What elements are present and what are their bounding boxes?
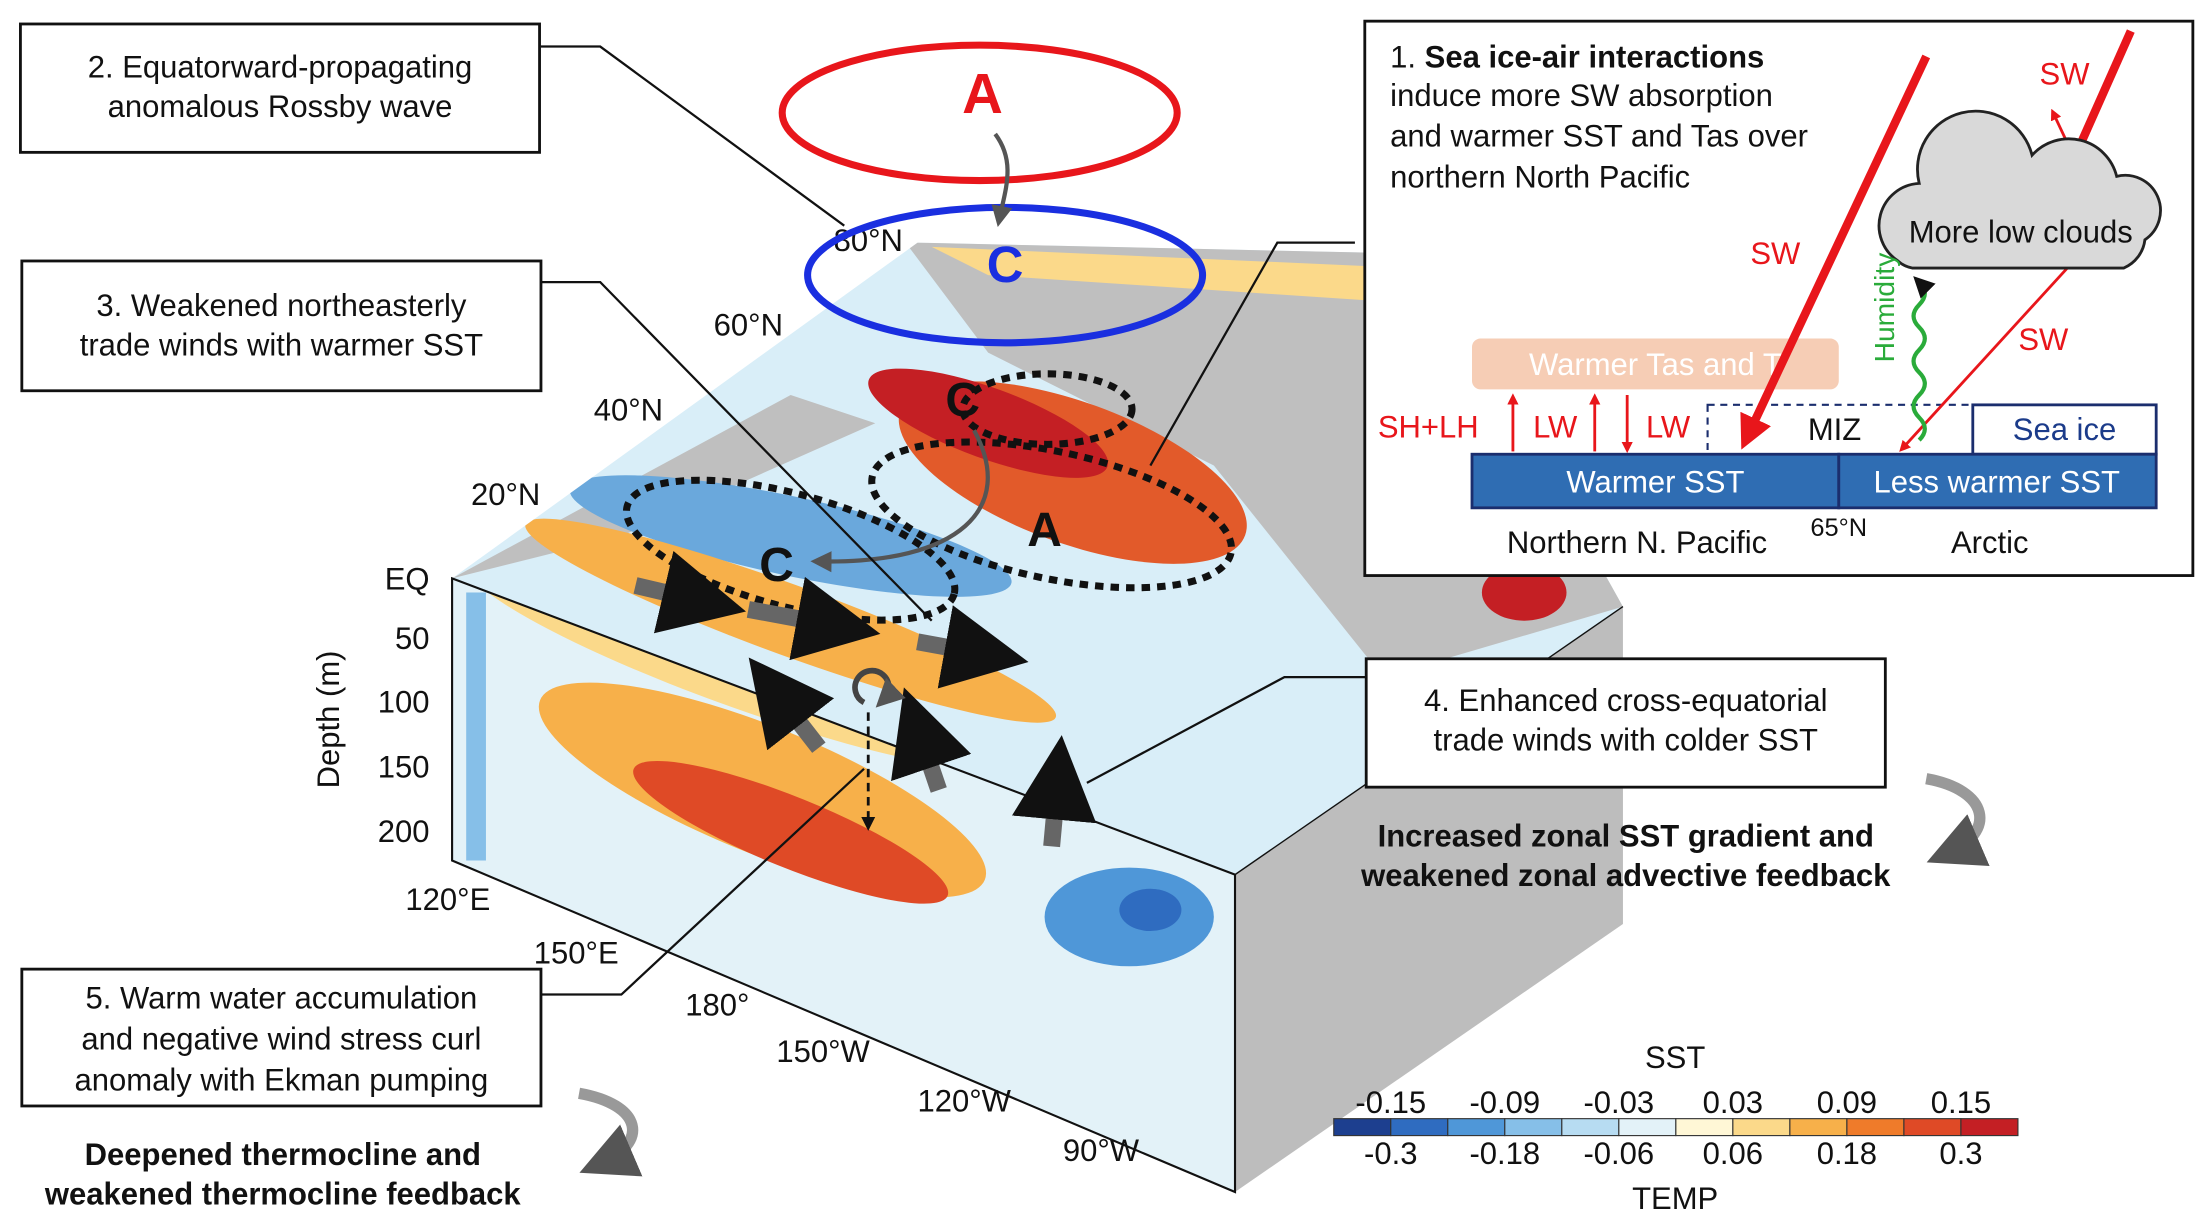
inset-bold: Sea ice-air interactions — [1425, 40, 1765, 75]
colorbar-label: 0.03 — [1703, 1085, 1763, 1120]
colorbar-label: -0.03 — [1583, 1085, 1654, 1120]
colorbar-cell — [1561, 1118, 1620, 1137]
region-label: Northern N. Pacific — [1507, 525, 1767, 560]
sw-label: SW — [1750, 236, 1801, 271]
colorbar-label: 0.3 — [1939, 1136, 1982, 1171]
colorbar-label: 0.18 — [1817, 1136, 1877, 1171]
inset-heading: 1. Sea ice-air interactions — [1390, 40, 1764, 75]
colorbar-title: TEMP — [1632, 1181, 1718, 1216]
sea-ice-label: Sea ice — [2013, 412, 2116, 447]
colorbar-title: SST — [1645, 1040, 1705, 1075]
callout-text: 4. Enhanced cross-equatorial trade winds … — [1424, 683, 1827, 757]
axis-label: 180° — [685, 988, 749, 1023]
sw-label: SW — [2040, 57, 2091, 92]
callout-box — [1364, 657, 1887, 789]
axis-label: 60°N — [714, 308, 783, 343]
colorbar-label: -0.15 — [1355, 1085, 1426, 1120]
pressure-label: C — [945, 374, 980, 427]
feedback-text: Deepened thermocline and weakened thermoc… — [44, 1137, 522, 1211]
tas-label: Warmer Tas and T — [1529, 347, 1782, 382]
colorbar-label: -0.18 — [1469, 1136, 1540, 1171]
colorbar-cell — [1447, 1118, 1506, 1137]
axis-label: 50 — [395, 621, 430, 656]
cloud-label: More low clouds — [1909, 215, 2133, 250]
pressure-label: A — [962, 62, 1003, 125]
text-line: 3. Weakened northeasterly — [96, 288, 467, 323]
axis-label: 100 — [378, 684, 430, 719]
text-line: induce more SW absorption — [1390, 78, 1773, 113]
colorbar-cell — [1675, 1118, 1734, 1137]
callout-text: 3. Weakened northeasterly trade winds wit… — [80, 288, 483, 362]
region-label: Arctic — [1951, 525, 2029, 560]
text-line: and negative wind stress curl — [81, 1022, 481, 1057]
text-line: trade winds with colder SST — [1434, 722, 1818, 757]
axis-label: 150 — [378, 749, 430, 784]
miz-label: MIZ — [1808, 412, 1861, 447]
callout-box — [20, 967, 543, 1108]
colorbar-cell — [1960, 1118, 2019, 1137]
text-line: and warmer SST and Tas over — [1390, 119, 1808, 154]
colorbar-label: -0.06 — [1583, 1136, 1654, 1171]
pressure-label: C — [759, 539, 794, 592]
colorbar-cell — [1504, 1118, 1563, 1137]
lat-labels: 80°N60°N40°N20°N — [471, 223, 903, 512]
callout-box — [20, 259, 543, 393]
colorbar-label: -0.3 — [1364, 1136, 1417, 1171]
sst-label: Less warmer SST — [1874, 464, 2121, 499]
sw-label: SW — [2018, 322, 2069, 357]
text-line: 5. Warm water accumulation — [85, 981, 477, 1016]
axis-label: 150°E — [534, 935, 619, 970]
text-line: 4. Enhanced cross-equatorial — [1424, 683, 1827, 718]
lon-labels: 120°E 150°E 180° 150°W 120°W 90°W — [405, 882, 1139, 1168]
colorbar-cell — [1846, 1118, 1905, 1137]
colorbar-cell — [1618, 1118, 1677, 1137]
axis-label: 90°W — [1063, 1133, 1140, 1168]
flux-label: LW — [1533, 409, 1578, 444]
colorbar: SST TEMP -0.15 -0.09 -0.03 0.03 0.09 0.15 -0.3… — [1333, 1040, 2019, 1216]
colorbar-label: -0.09 — [1469, 1085, 1540, 1120]
text-line: 2. Equatorward-propagating — [88, 50, 473, 85]
colorbar-label: 0.15 — [1931, 1085, 1991, 1120]
colorbar-cell — [1390, 1118, 1449, 1137]
colorbar-cell — [1789, 1118, 1848, 1137]
inset-text: induce more SW absorption and warmer SST … — [1390, 78, 1808, 195]
text-line: northern North Pacific — [1390, 160, 1690, 195]
flux-label: SH+LH — [1378, 409, 1479, 444]
text-line: anomalous Rossby wave — [108, 89, 453, 124]
text-line: Increased zonal SST gradient and — [1378, 818, 1874, 853]
colorbar-cell — [1333, 1118, 1392, 1137]
text-line: weakened zonal advective feedback — [1360, 858, 1891, 893]
feedback-text: Increased zonal SST gradient and weakened… — [1360, 818, 1891, 892]
depth-labels: EQ 50 100 150 200 — [378, 562, 430, 850]
depth-title: Depth (m) — [311, 651, 346, 789]
colorbar-cell — [1732, 1118, 1791, 1137]
colorbar-label: 0.09 — [1817, 1085, 1877, 1120]
axis-label: 120°W — [917, 1084, 1011, 1119]
flux-label: LW — [1646, 409, 1691, 444]
text-line: anomaly with Ekman pumping — [75, 1062, 489, 1097]
axis-label: 200 — [378, 814, 430, 849]
axis-label: 40°N — [594, 392, 663, 427]
pressure-label: C — [987, 236, 1024, 293]
callout-text: 2. Equatorward-propagating anomalous Ross… — [88, 50, 473, 124]
humidity-label: Humidity — [1868, 252, 1900, 363]
lat-label: 65°N — [1810, 514, 1867, 542]
text-line: Deepened thermocline and — [85, 1137, 481, 1172]
callout-text: 5. Warm water accumulation and negative w… — [75, 981, 489, 1098]
text-line: weakened thermocline feedback — [44, 1177, 522, 1212]
sst-label: Warmer SST — [1566, 464, 1744, 499]
inset: 1. Sea ice-air interactions induce more … — [1363, 19, 2195, 577]
axis-label: 20°N — [471, 477, 540, 512]
callout-box — [19, 22, 541, 154]
high-ellipse — [778, 41, 1181, 185]
pressure-label: A — [1027, 504, 1062, 557]
inset-number: 1. — [1390, 40, 1416, 75]
axis-label: EQ — [385, 562, 430, 597]
colorbar-cell — [1903, 1118, 1962, 1137]
text-line: trade winds with warmer SST — [80, 327, 483, 362]
axis-label: 120°E — [405, 882, 490, 917]
colorbar-label: 0.06 — [1703, 1136, 1763, 1171]
axis-label: 150°W — [776, 1034, 870, 1069]
